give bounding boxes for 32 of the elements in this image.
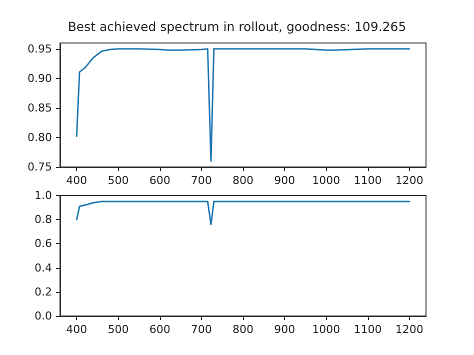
x-tick-label: 500 xyxy=(108,323,129,336)
y-tick-label: 0.8 xyxy=(34,213,52,226)
y-tick-label: 0.85 xyxy=(28,101,52,114)
y-tick-label: 0.6 xyxy=(34,237,52,250)
x-tick-label: 1200 xyxy=(395,323,424,336)
x-tick-label: 800 xyxy=(232,174,254,187)
y-tick-label: 1.0 xyxy=(34,189,52,202)
y-tick-label: 0.2 xyxy=(34,285,52,298)
x-tick-label: 1100 xyxy=(354,323,382,336)
y-tick-label: 0.90 xyxy=(28,72,52,85)
x-tick-label: 1100 xyxy=(354,174,382,187)
x-tick-label: 800 xyxy=(232,323,254,336)
x-tick-label: 700 xyxy=(190,174,212,187)
line-series xyxy=(76,48,410,162)
y-tick-label: 0.95 xyxy=(28,42,52,56)
x-tick-label: 600 xyxy=(149,174,170,187)
x-tick-label: 900 xyxy=(274,323,296,336)
x-tick-label: 1000 xyxy=(312,174,340,187)
y-tick-label: 0.75 xyxy=(28,160,52,174)
x-tick-label: 700 xyxy=(190,323,212,336)
y-tick-label: 0.4 xyxy=(34,261,52,274)
y-tick-label: 0.0 xyxy=(34,310,52,322)
x-tick-label: 1200 xyxy=(395,174,424,187)
x-tick-label: 1000 xyxy=(312,323,340,336)
chart-title: Best achieved spectrum in rollout, goodness: 109.265 xyxy=(68,19,406,34)
x-tick-label: 900 xyxy=(274,174,296,187)
line-series xyxy=(76,200,410,226)
x-tick-label: 600 xyxy=(149,323,170,336)
y-tick-label: 0.80 xyxy=(28,130,52,144)
x-tick-label: 400 xyxy=(66,174,88,187)
x-tick-label: 500 xyxy=(108,174,129,187)
x-tick-label: 400 xyxy=(66,323,88,336)
